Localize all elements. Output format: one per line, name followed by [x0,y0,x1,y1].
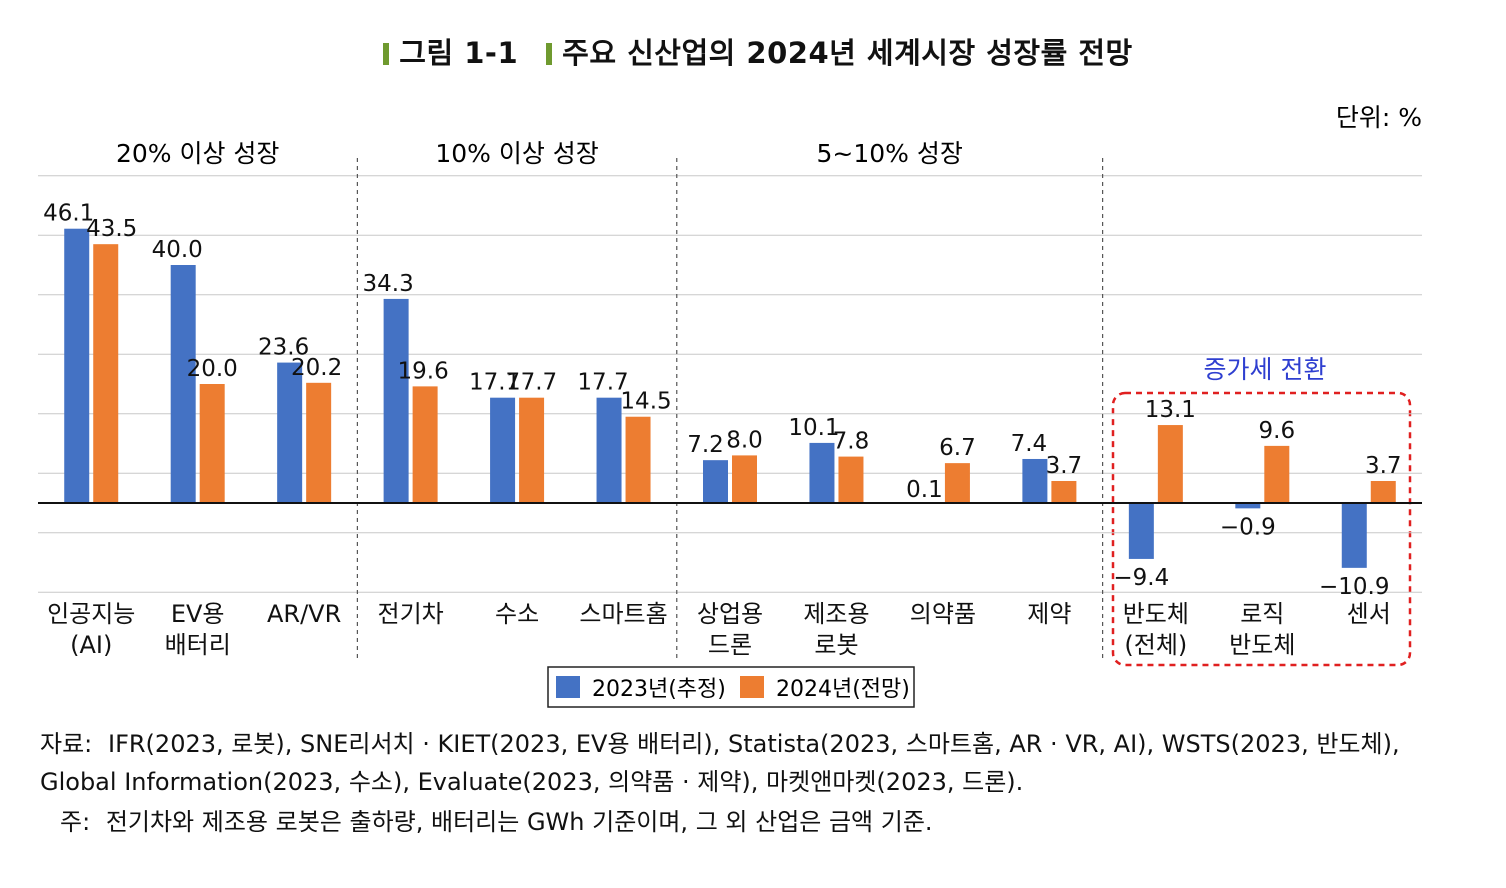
bar-2023 [1129,503,1154,559]
group-label: 10% 이상 성장 [435,139,598,168]
highlight-label: 증가세 전환 [1204,355,1327,384]
category-label: 스마트홈 [579,600,667,628]
category-label: 배터리 [165,631,231,659]
source-note: 자료: IFR(2023, 로봇), SNE리서치 · KIET(2023, EV… [40,725,1430,801]
bar-2024 [1051,481,1076,503]
bar-2023 [809,443,834,503]
legend-label-2023: 2023년(추정) [592,677,726,702]
category-label: (전체) [1124,631,1187,659]
unit-label: 단위: % [1336,103,1422,132]
bar-2024 [1371,481,1396,503]
bar-2024 [413,386,438,503]
data-label: −0.9 [1220,514,1276,540]
source-text: IFR(2023, 로봇), SNE리서치 · KIET(2023, EV용 배… [40,730,1400,796]
plot-area: 46.143.5인공지능(AI)40.020.0EV용배터리23.620.2AR… [38,158,1422,660]
bar-2023 [1342,503,1367,568]
footnote: 주: 전기차와 제조용 로봇은 출하량, 배터리는 GWh 기준이며, 그 외 … [60,802,933,837]
category-label: 반도체 [1229,631,1295,659]
data-label: 3.7 [1365,453,1402,479]
bar-2024 [306,383,331,503]
category-label: 센서 [1347,600,1391,628]
category-label: (AI) [70,631,112,659]
category-label: AR/VR [267,600,341,628]
note-label: 주: [60,808,90,836]
legend-label-2024: 2024년(전망) [776,677,910,702]
data-label: 0.1 [906,477,943,503]
bar-2024 [200,384,225,503]
data-label: 8.0 [726,427,763,453]
bar-2024 [945,463,970,503]
group-label: 20% 이상 성장 [116,139,279,168]
data-label: 3.7 [1046,453,1083,479]
bar-2024 [93,244,118,503]
bar-2024 [1264,446,1289,503]
category-label: 제조용 [803,600,869,628]
category-label: 수소 [495,600,539,628]
bar-2023 [1022,459,1047,503]
category-label: 인공지능 [47,600,135,628]
data-label: 40.0 [152,237,203,263]
data-label: 20.0 [187,356,238,382]
legend: 2023년(추정) 2024년(전망) [548,667,914,707]
data-label: 7.2 [687,432,724,458]
source-label: 자료: [40,725,108,763]
data-label: 43.5 [86,216,137,242]
category-label: 제약 [1027,600,1071,628]
category-label: 의약품 [910,600,976,628]
note-text: 전기차와 제조용 로봇은 출하량, 배터리는 GWh 기준이며, 그 외 산업은… [106,808,933,836]
data-label: 13.1 [1145,397,1196,423]
category-label: 상업용 [697,600,763,628]
category-label: 반도체 [1123,600,1189,628]
bar-2023 [384,299,409,503]
bar-2024 [838,457,863,503]
bar-2023 [277,363,302,503]
bar-2023 [703,460,728,503]
chart: 단위: % 20% 이상 성장 10% 이상 성장 5~10% 성장 증가세 전… [0,0,1506,720]
category-label: EV용 [171,600,225,628]
data-label: 7.8 [833,429,870,455]
bar-2024 [519,398,544,503]
legend-swatch-2023 [556,676,580,698]
data-label: 9.6 [1259,418,1296,444]
data-label: 34.3 [363,271,414,297]
bar-2023 [64,229,89,503]
data-label: 6.7 [939,435,976,461]
bar-2024 [626,417,651,503]
legend-swatch-2024 [740,676,764,698]
category-label: 로봇 [814,631,858,659]
category-label: 드론 [708,631,752,659]
bar-2024 [1158,425,1183,503]
data-label: −10.9 [1319,574,1389,600]
data-label: 19.6 [398,358,449,384]
bar-2023 [490,398,515,503]
category-label: 전기차 [377,600,443,628]
data-label: 7.4 [1011,431,1048,457]
bar-2023 [597,398,622,503]
data-label: 14.5 [620,389,671,415]
group-label: 5~10% 성장 [817,139,963,168]
data-label: 20.2 [291,355,342,381]
bar-2023 [171,265,196,503]
bar-2024 [732,455,757,503]
category-label: 로직 [1240,600,1284,628]
data-label: −9.4 [1113,565,1169,591]
data-label: 17.7 [506,370,557,396]
